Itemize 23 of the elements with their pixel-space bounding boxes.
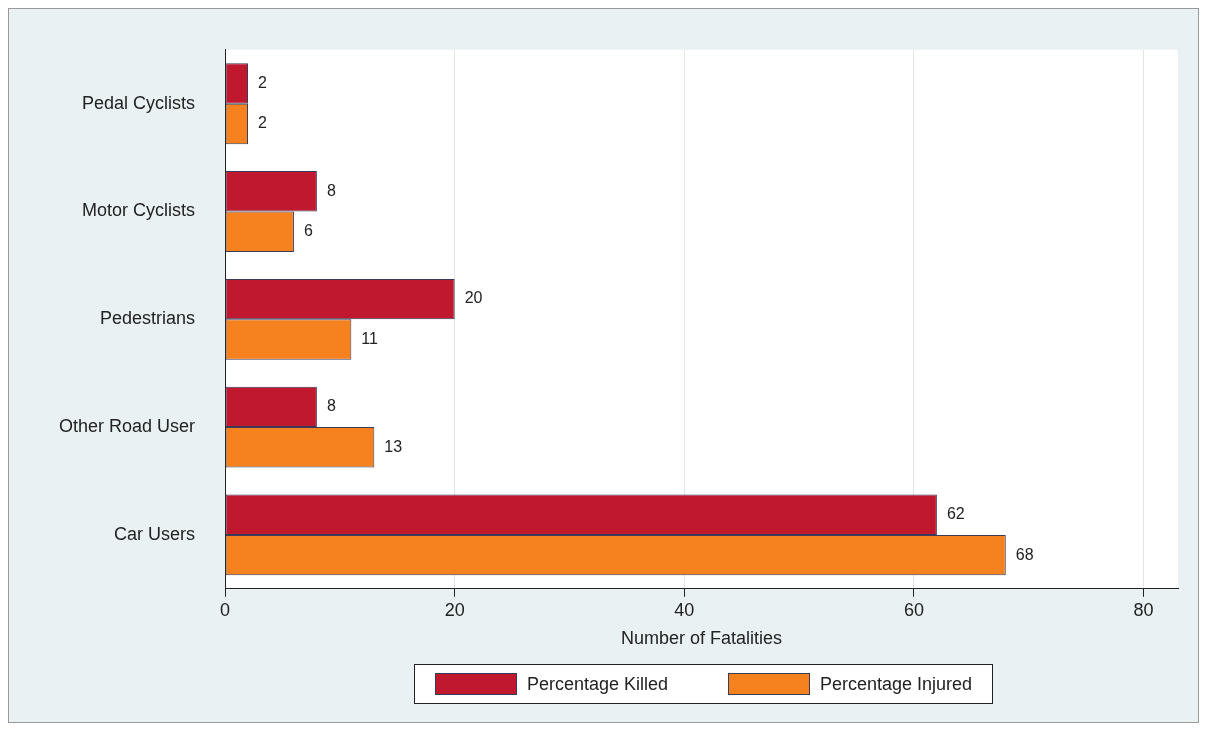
y-tick-label: Pedal Cyclists (82, 92, 196, 113)
data-label: 68 (1015, 545, 1034, 563)
x-tick-label: 20 (444, 599, 465, 620)
legend-label: Percentage Injured (819, 673, 973, 695)
x-axis-title: Number of Fatalities (621, 628, 783, 649)
data-label: 11 (361, 329, 379, 347)
data-label: 2 (258, 73, 268, 91)
data-label: 20 (464, 289, 483, 307)
legend-label: Percentage Killed (526, 673, 668, 695)
data-label: 8 (326, 397, 336, 415)
y-tick-label: Car Users (114, 523, 196, 544)
data-label: 2 (258, 114, 268, 132)
y-tick-label: Pedestrians (99, 308, 196, 329)
x-tick-label: 60 (903, 599, 924, 620)
y-tick-label: Motor Cyclists (82, 200, 196, 221)
data-label: 62 (946, 505, 965, 523)
data-label: 13 (384, 437, 403, 455)
data-label: 8 (326, 181, 336, 199)
data-label: 6 (303, 222, 313, 240)
x-tick-label: 40 (674, 599, 695, 620)
x-tick-label: 0 (220, 599, 231, 620)
x-tick-label: 80 (1133, 599, 1154, 620)
y-tick-label: Other Road User (58, 416, 196, 437)
